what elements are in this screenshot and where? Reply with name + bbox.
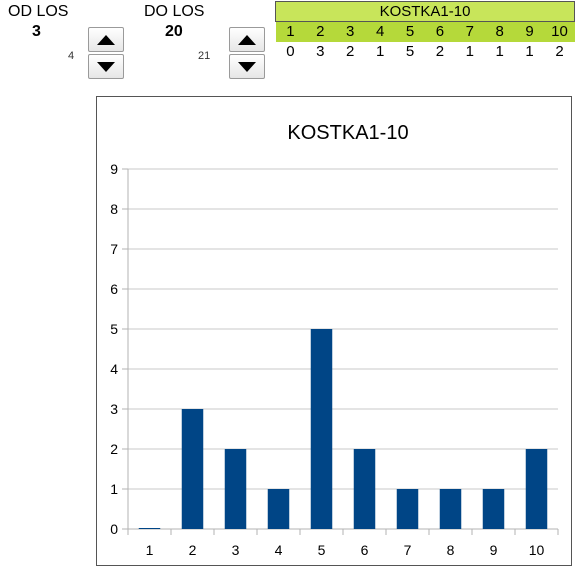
to-next-value: 21	[198, 50, 211, 62]
x-tick-label: 4	[275, 542, 283, 558]
from-next-value: 4	[68, 50, 75, 62]
table-header-cell: 2	[305, 21, 336, 42]
bar	[353, 449, 376, 529]
table-value-cell: 1	[514, 42, 545, 62]
bar	[224, 449, 247, 529]
table-value-cell: 3	[305, 42, 336, 62]
table-header-row: 1 2 3 4 5 6 7 8 9 10	[275, 21, 575, 42]
y-tick-label: 4	[110, 361, 118, 377]
chart-title: KOSTKA1-10	[287, 122, 408, 144]
table-header-cell: 3	[335, 21, 366, 42]
to-up-button[interactable]	[229, 27, 265, 52]
x-tick-label: 9	[490, 542, 498, 558]
bar-chart: KOSTKA1-10 0 1 2 3 4 5 6 7 8 9 1 2 3 4 5 6 7 8 9 10	[110, 122, 559, 558]
table-header-cell: 1	[275, 21, 306, 42]
x-tick-label: 2	[189, 542, 197, 558]
table-header-cell: 4	[365, 21, 396, 42]
bar	[181, 409, 204, 529]
x-tick-label: 1	[146, 542, 154, 558]
table-value-cell: 2	[544, 42, 575, 62]
y-tick-label: 6	[110, 281, 118, 297]
table-value-cell: 0	[275, 42, 306, 62]
table-header-cell: 9	[514, 21, 545, 42]
bar	[525, 449, 548, 529]
bar	[482, 489, 505, 529]
table-value-cell: 2	[335, 42, 366, 62]
x-tick-label: 10	[529, 542, 545, 558]
table-header-cell: 10	[544, 21, 575, 42]
x-tick-label: 3	[232, 542, 240, 558]
y-tick-label: 0	[110, 521, 118, 537]
from-value: 3	[32, 23, 41, 40]
bar	[138, 528, 161, 529]
y-tick-label: 2	[110, 441, 118, 457]
table-value-cell: 5	[395, 42, 425, 62]
from-up-button[interactable]	[88, 27, 124, 52]
x-tick-label: 6	[361, 542, 369, 558]
x-tick-label: 8	[447, 542, 455, 558]
triangle-down-icon	[238, 61, 256, 72]
bar	[310, 329, 333, 529]
table-value-cell: 1	[484, 42, 515, 62]
triangle-down-icon	[97, 61, 115, 72]
table-value-cell: 1	[454, 42, 485, 62]
bar	[396, 489, 419, 529]
x-tick-label: 5	[318, 542, 326, 558]
to-label: DO LOS	[144, 3, 205, 20]
triangle-up-icon	[238, 34, 256, 45]
table-value-cell: 2	[424, 42, 455, 62]
y-tick-label: 8	[110, 201, 118, 217]
frequency-table: KOSTKA1-10 1 2 3 4 5 6 7 8 9 10 0 3 2 1 …	[275, 1, 575, 62]
table-header-cell: 7	[454, 21, 485, 42]
to-down-button[interactable]	[229, 54, 265, 79]
x-tick-label: 7	[404, 542, 412, 558]
table-title: KOSTKA1-10	[275, 1, 575, 22]
table-value-row: 0 3 2 1 5 2 1 1 1 2	[275, 42, 575, 62]
y-tick-label: 7	[110, 241, 118, 257]
bar	[439, 489, 462, 529]
y-tick-label: 3	[110, 401, 118, 417]
from-down-button[interactable]	[88, 54, 124, 79]
chart-frame: KOSTKA1-10 0 1 2 3 4 5 6 7 8 9 1 2 3 4 5 6 7 8 9 10	[96, 96, 572, 566]
triangle-up-icon	[97, 34, 115, 45]
table-header-cell: 8	[484, 21, 515, 42]
y-tick-label: 1	[110, 481, 118, 497]
to-value: 20	[165, 23, 183, 40]
y-tick-label: 5	[110, 321, 118, 337]
from-label: OD LOS	[8, 3, 69, 20]
bar	[267, 489, 290, 529]
table-header-cell: 6	[424, 21, 455, 42]
table-header-cell: 5	[395, 21, 425, 42]
y-tick-label: 9	[110, 161, 118, 177]
table-value-cell: 1	[365, 42, 396, 62]
